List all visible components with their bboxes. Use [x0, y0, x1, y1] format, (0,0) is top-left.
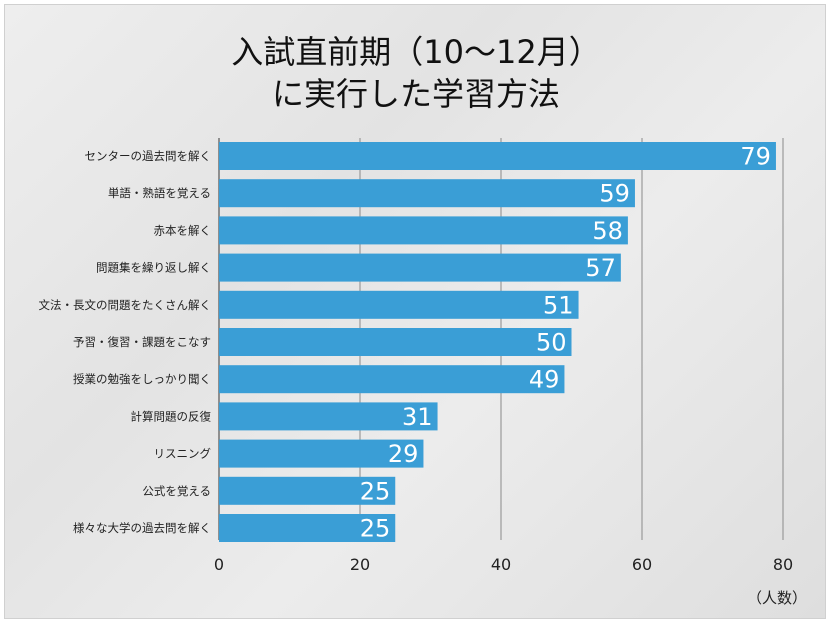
- bar-1: [219, 142, 776, 170]
- bar-10: [219, 476, 396, 505]
- value-label-7: 49: [529, 366, 560, 394]
- bar-8: [219, 402, 438, 431]
- category-labels: センターの過去問を解く単語・熟語を覚える赤本を解く問題集を繰り返し解く文法・長文…: [39, 149, 212, 535]
- value-label-2: 59: [599, 180, 630, 208]
- category-label-7: 授業の勉強をしっかり聞く: [73, 372, 211, 386]
- bar-6: [219, 328, 572, 356]
- value-labels: 79 59 58 57 51 50 49 31 29 25 25: [360, 143, 771, 543]
- category-label-2: 単語・熟語を覚える: [108, 186, 211, 200]
- x-tick-label-60: 60: [632, 555, 652, 574]
- value-label-4: 57: [585, 254, 616, 282]
- value-label-3: 58: [592, 217, 623, 245]
- bar-9: [219, 439, 424, 468]
- chart-title: 入試直前期（10〜12月） に実行した学習方法: [5, 31, 825, 115]
- category-label-6: 予習・復習・課題をこなす: [73, 335, 211, 349]
- category-label-1: センターの過去問を解く: [85, 149, 212, 163]
- category-label-11: 様々な大学の過去問を解く: [73, 521, 211, 535]
- category-label-5: 文法・長文の問題をたくさん解く: [39, 298, 212, 312]
- value-label-10: 25: [360, 477, 391, 505]
- chart-title-line-2: に実行した学習方法: [271, 75, 560, 113]
- category-label-3: 赤本を解く: [154, 223, 212, 237]
- category-label-9: リスニング: [154, 447, 212, 461]
- value-label-1: 79: [740, 143, 771, 171]
- value-label-5: 51: [543, 291, 574, 319]
- chart-title-line-1: 入試直前期（10〜12月）: [231, 33, 601, 71]
- value-label-8: 31: [402, 403, 433, 431]
- x-axis-unit-label: （人数）: [746, 589, 807, 607]
- bar-chart: センターの過去問を解く単語・熟語を覚える赤本を解く問題集を繰り返し解く文法・長文…: [39, 138, 793, 574]
- bar-7: [219, 365, 565, 394]
- bars: [219, 142, 776, 542]
- value-label-6: 50: [536, 329, 567, 357]
- category-label-4: 問題集を繰り返し解く: [96, 261, 211, 275]
- bar-4: [219, 253, 621, 282]
- bar-2: [219, 179, 635, 208]
- value-label-9: 29: [388, 440, 419, 468]
- x-tick-label-40: 40: [491, 555, 511, 574]
- chart-frame: 入試直前期（10〜12月） に実行した学習方法 センターの過去問を解く単語・熟語…: [4, 4, 826, 619]
- x-tick-label-80: 80: [773, 555, 793, 574]
- value-label-11: 25: [360, 515, 391, 543]
- bar-5: [219, 290, 579, 319]
- bar-3: [219, 216, 628, 245]
- x-axis-ticks: 0 20 40 60 80: [214, 555, 793, 574]
- category-label-10: 公式を覚える: [142, 484, 211, 498]
- bar-11: [219, 514, 396, 542]
- category-label-8: 計算問題の反復: [131, 409, 212, 423]
- x-tick-label-0: 0: [214, 555, 224, 574]
- x-tick-label-20: 20: [350, 555, 370, 574]
